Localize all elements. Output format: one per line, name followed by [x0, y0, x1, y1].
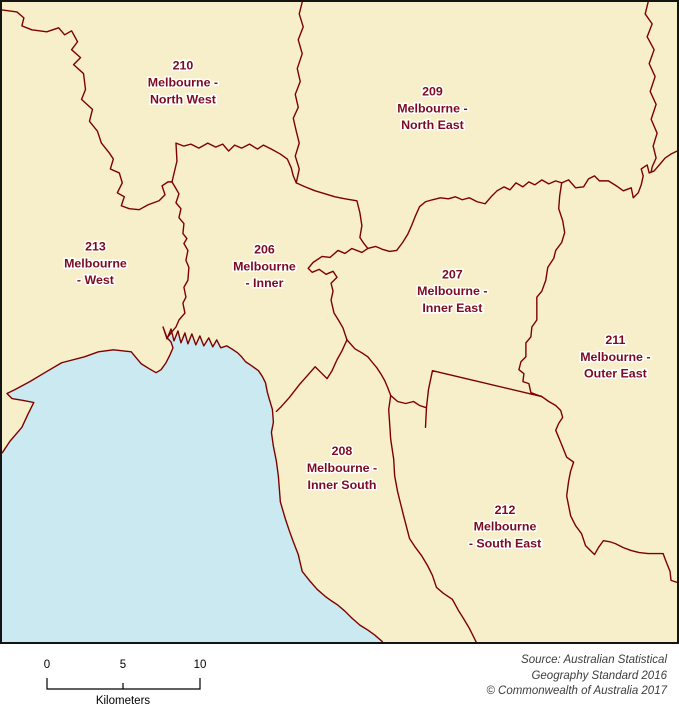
scale-tick-10-label: 10 — [194, 659, 207, 671]
source-attribution: Source: Australian Statistical Geography… — [486, 653, 667, 700]
region-211-code: 211 — [605, 333, 625, 347]
boundary-northeast-east — [644, 2, 658, 173]
map-frame: 210 Melbourne - North West 209 Melbourne… — [0, 0, 679, 644]
boundary-northwest-northeast — [292, 2, 304, 184]
region-213-name2: - West — [77, 273, 114, 287]
region-210-code: 210 — [173, 59, 194, 73]
region-209-name2: North East — [401, 118, 464, 132]
region-210-name1: Melbourne - — [148, 75, 218, 89]
region-209-code: 209 — [422, 84, 443, 98]
region-208-name1: Melbourne - — [307, 461, 377, 475]
scale-tick-0-label: 0 — [44, 659, 50, 671]
region-210-name2: North West — [150, 92, 216, 106]
boundary-outereast-southeast — [541, 395, 677, 584]
scale-unit-label: Kilometers — [96, 695, 151, 707]
region-206-name1: Melbourne — [233, 259, 296, 273]
boundary-innereast-southeast — [390, 370, 543, 429]
boundary-inner-innereast — [307, 247, 369, 341]
region-213-code: 213 — [85, 239, 106, 253]
source-line-2: Geography Standard 2016 — [531, 669, 667, 682]
scale-bar: 0 5 10 Kilometers — [44, 659, 207, 707]
region-208-name2: Inner South — [308, 478, 377, 492]
region-labels: 210 Melbourne - North West 209 Melbourne… — [63, 57, 652, 552]
boundary-northwest-inner — [171, 142, 297, 184]
bay-water — [2, 326, 383, 642]
source-line-1: Source: Australian Statistical — [521, 654, 667, 666]
region-boundaries — [2, 2, 677, 642]
boundary-innereast-outereast — [518, 182, 566, 398]
region-212-name1: Melbourne — [474, 520, 537, 534]
source-line-3: © Commonwealth of Australia 2017 — [486, 685, 667, 697]
scale-tick-5-label: 5 — [120, 659, 126, 671]
region-206-code: 206 — [254, 242, 275, 256]
region-212-code: 212 — [495, 503, 516, 517]
region-207-code: 207 — [442, 267, 463, 281]
region-208-code: 208 — [332, 444, 353, 458]
boundary-northeast-innereast — [367, 179, 563, 253]
boundary-innereast-innersouth — [346, 339, 392, 397]
region-207-name1: Melbourne - — [417, 284, 487, 298]
boundary-west-northwest — [2, 9, 173, 211]
coastline — [2, 326, 384, 642]
boundary-west-inner — [166, 181, 190, 339]
map-footer: 0 5 10 Kilometers Source: Australian Sta… — [0, 644, 679, 715]
boundary-inner-innersouth — [275, 339, 348, 413]
map-canvas: 210 Melbourne - North West 209 Melbourne… — [2, 2, 677, 642]
region-206-name2: - Inner — [245, 276, 283, 290]
scale-bar-line — [46, 678, 201, 690]
region-211-name2: Outer East — [584, 367, 647, 381]
boundary-inner-northeast — [295, 182, 369, 250]
region-212-name2: - South East — [469, 537, 541, 551]
boundary-innersouth-southeast — [388, 394, 477, 642]
region-207-name2: Inner East — [422, 301, 482, 315]
region-211-name1: Melbourne - — [580, 350, 650, 364]
region-209-name1: Melbourne - — [397, 101, 467, 115]
boundary-northeast-outereast — [560, 150, 677, 199]
region-213-name1: Melbourne — [64, 256, 127, 270]
